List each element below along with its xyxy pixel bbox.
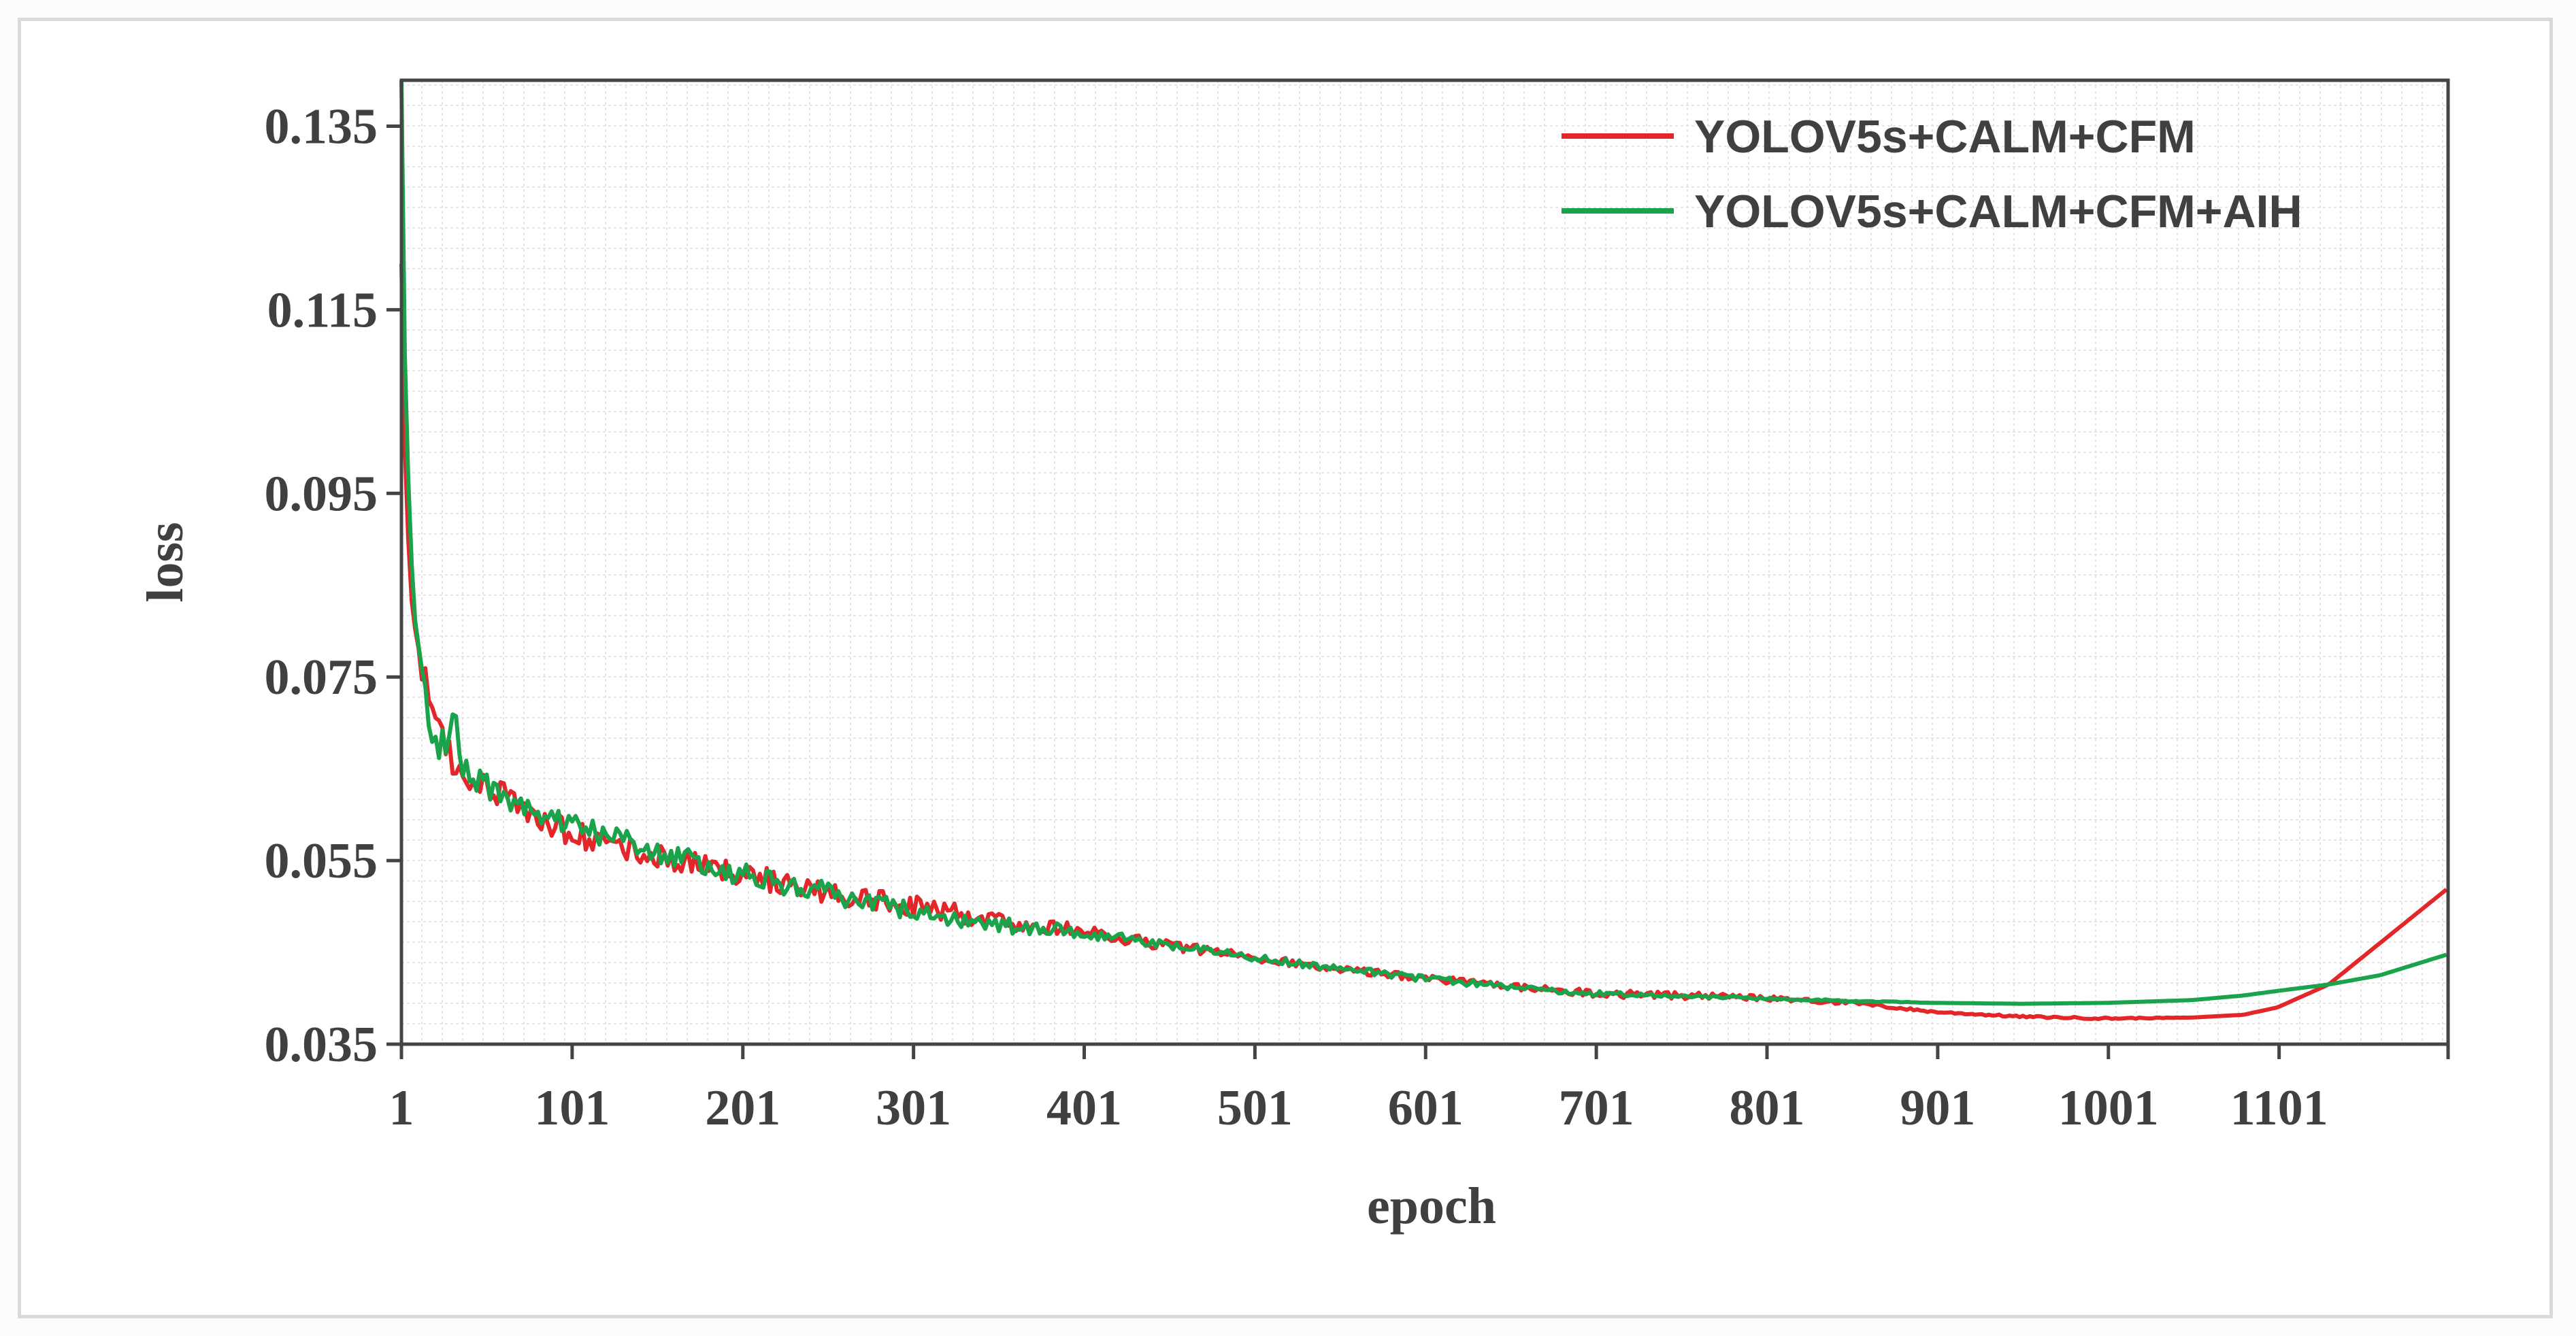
y-tick-label: 0.035 (265, 1017, 378, 1073)
x-tick-label: 1101 (2230, 1080, 2328, 1136)
x-axis-label: epoch (1367, 1178, 1496, 1235)
legend-label: YOLOV5s+CALM+CFM+AIH (1694, 186, 2302, 237)
y-tick-label: 0.135 (265, 99, 378, 154)
plot-area (401, 80, 2448, 1044)
x-tick-label: 301 (876, 1080, 951, 1136)
x-tick-label: 1 (389, 1080, 414, 1136)
x-tick-label: 401 (1046, 1080, 1122, 1136)
x-tick-label: 901 (1900, 1080, 1975, 1136)
y-axis-label: loss (137, 522, 194, 602)
x-tick-label: 801 (1730, 1080, 1805, 1136)
x-tick-label: 201 (705, 1080, 780, 1136)
x-tick-label: 101 (534, 1080, 610, 1136)
x-tick-label: 701 (1559, 1080, 1634, 1136)
series-layer (399, 80, 2448, 1021)
legend: YOLOV5s+CALM+CFM YOLOV5s+CALM+CFM+AIH (1562, 111, 2302, 237)
y-tick-label: 0.055 (265, 833, 378, 889)
grid (401, 80, 2448, 1045)
x-tick-label: 1001 (2058, 1080, 2159, 1136)
series-line-2 (399, 80, 2447, 1006)
x-tick-label: 601 (1388, 1080, 1464, 1136)
y-tick-label: 0.075 (265, 650, 378, 705)
x-tick-label: 501 (1217, 1080, 1293, 1136)
y-tick-label: 0.095 (265, 466, 378, 522)
legend-label: YOLOV5s+CALM+CFM (1694, 111, 2196, 163)
y-tick-label: 0.115 (267, 282, 378, 338)
